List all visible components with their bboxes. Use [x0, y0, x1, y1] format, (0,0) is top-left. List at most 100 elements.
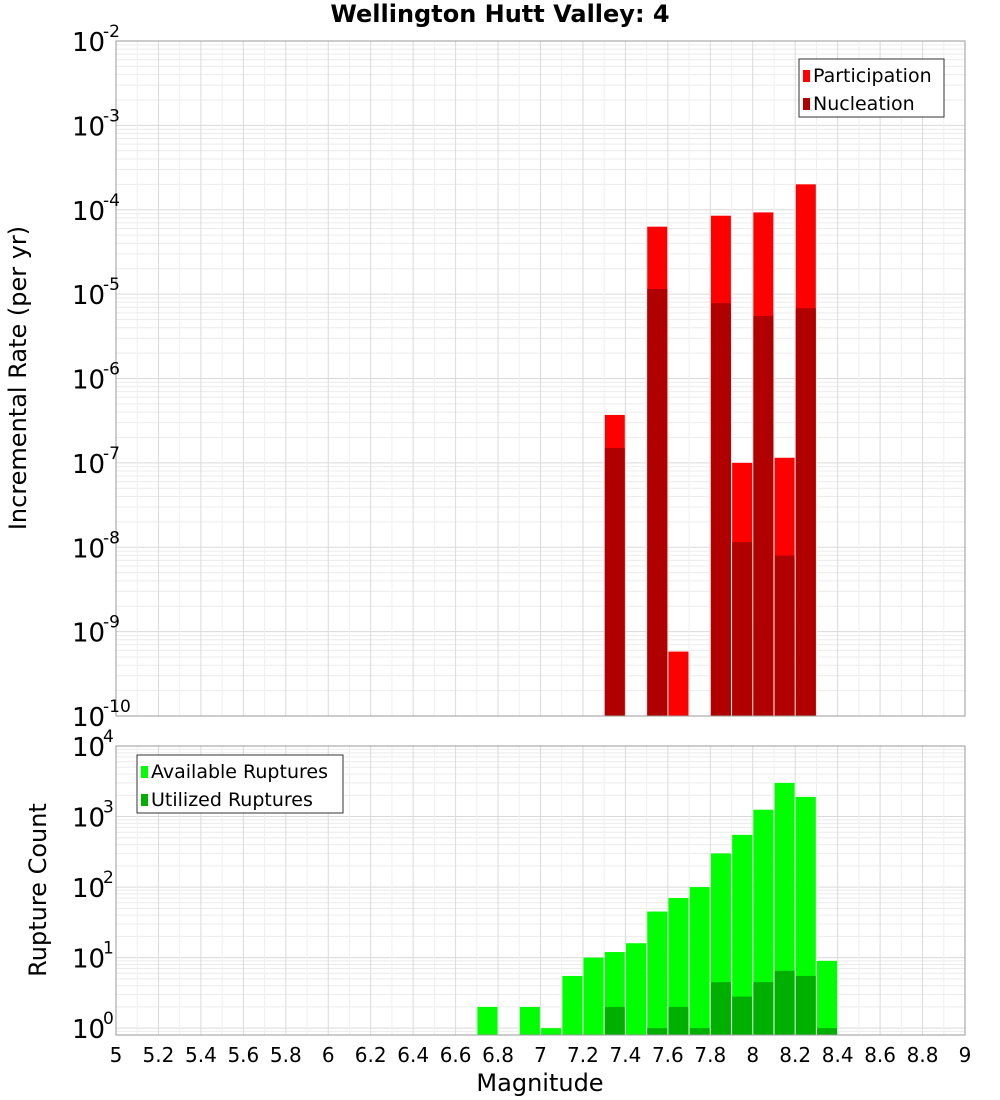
x-tick-label: 7	[534, 1043, 547, 1067]
x-tick-label: 6.2	[355, 1043, 387, 1067]
y-tick-exponent: -5	[103, 275, 120, 295]
bottom-y-tick-label: 103	[72, 798, 114, 834]
count-bar-available-ruptures	[817, 960, 838, 1035]
bottom-legend-entry: Available Ruptures	[151, 761, 328, 783]
x-tick-label: 5.2	[143, 1043, 175, 1067]
bottom-plot-border	[115, 745, 966, 1036]
y-tick-base: 10	[72, 1015, 105, 1045]
bottom-legend-swatch	[141, 766, 148, 778]
count-bar-utilized-ruptures	[817, 1028, 838, 1035]
top-y-axis-label: Incremental Rate (per yr)	[4, 226, 32, 530]
y-tick-base: 10	[72, 534, 105, 564]
x-tick-label: 7.2	[567, 1043, 599, 1067]
x-tick-label: 7.4	[609, 1043, 641, 1067]
bottom-legend-swatch	[141, 794, 148, 806]
x-tick-label: 7.8	[694, 1043, 726, 1067]
y-tick-base: 10	[72, 112, 105, 142]
top-legend-entry: Nucleation	[813, 93, 915, 115]
y-tick-exponent: -2	[103, 22, 120, 42]
y-tick-base: 10	[72, 28, 105, 58]
count-bar-utilized-ruptures	[795, 975, 816, 1035]
y-tick-exponent: -6	[103, 360, 120, 380]
x-tick-label: 9	[959, 1043, 972, 1067]
count-bar-available-ruptures	[732, 834, 753, 1035]
x-tick-label: 8.2	[779, 1043, 811, 1067]
bottom-y-tick-label: 104	[72, 727, 114, 763]
rate-bar-nucleation	[774, 555, 795, 716]
top-legend-entry: Participation	[813, 65, 932, 87]
top-y-tick-label: 10-2	[72, 22, 120, 58]
x-tick-label: 6	[322, 1043, 335, 1067]
count-bar-available-ruptures	[647, 911, 668, 1035]
bottom-y-tick-label: 101	[72, 939, 114, 975]
rate-bar-nucleation	[795, 308, 816, 716]
count-bar-available-ruptures	[626, 943, 647, 1035]
y-tick-base: 10	[72, 945, 105, 975]
chart-title: Wellington Hutt Valley: 4	[330, 0, 669, 28]
y-tick-exponent: 3	[103, 798, 114, 818]
y-tick-exponent: 1	[103, 939, 114, 959]
rate-bar-nucleation	[604, 448, 625, 716]
count-bar-utilized-ruptures	[689, 1028, 710, 1035]
y-tick-base: 10	[72, 874, 105, 904]
top-plot-border	[115, 40, 966, 717]
top-y-tick-label: 10-9	[72, 613, 120, 649]
x-tick-label: 8.4	[822, 1043, 854, 1067]
count-bar-available-ruptures	[668, 898, 689, 1035]
count-bar-utilized-ruptures	[753, 982, 774, 1035]
top-y-tick-label: 10-7	[72, 444, 120, 480]
rate-bar-nucleation	[647, 289, 668, 716]
y-tick-base: 10	[72, 281, 105, 311]
top-legend-swatch	[803, 98, 810, 110]
x-tick-label: 8.8	[907, 1043, 939, 1067]
top-legend: Participation Nucleation	[798, 58, 945, 118]
y-tick-base: 10	[72, 804, 105, 834]
x-tick-label: 5.8	[270, 1043, 302, 1067]
top-legend-box	[798, 58, 945, 118]
x-tick-label: 5.4	[185, 1043, 217, 1067]
count-bar-available-ruptures	[689, 887, 710, 1035]
y-tick-exponent: -3	[103, 106, 120, 126]
bottom-legend-entry: Utilized Ruptures	[151, 789, 313, 811]
y-tick-exponent: -8	[103, 528, 120, 548]
y-tick-exponent: -7	[103, 444, 120, 464]
top-y-tick-label: 10-4	[72, 191, 120, 227]
x-tick-label: 7.6	[652, 1043, 684, 1067]
y-tick-base: 10	[72, 619, 105, 649]
top-y-tick-label: 10-10	[72, 697, 131, 733]
top-legend-swatch	[803, 70, 810, 82]
y-tick-base: 10	[72, 366, 105, 396]
count-bar-available-ruptures	[562, 975, 583, 1035]
top-y-tick-label: 10-5	[72, 275, 120, 311]
count-bar-utilized-ruptures	[774, 970, 795, 1035]
bottom-plot-gridlines	[115, 745, 966, 1036]
y-tick-base: 10	[72, 733, 105, 763]
x-tick-label: 5.6	[227, 1043, 259, 1067]
count-bar-available-ruptures	[795, 796, 816, 1035]
count-bar-available-ruptures	[541, 1028, 562, 1035]
x-tick-label: 6.8	[482, 1043, 514, 1067]
x-tick-label: 6.6	[440, 1043, 472, 1067]
count-bar-available-ruptures	[753, 809, 774, 1035]
top-plot-gridlines	[115, 40, 966, 717]
top-y-tick-label: 10-3	[72, 106, 120, 142]
bottom-legend-box	[136, 754, 344, 814]
count-bar-utilized-ruptures	[732, 996, 753, 1035]
bottom-y-axis-label: Rupture Count	[24, 803, 52, 977]
count-bar-available-ruptures	[477, 1006, 498, 1035]
count-bar-available-ruptures	[519, 1006, 540, 1035]
x-tick-label: 5	[110, 1043, 123, 1067]
rate-bar-nucleation	[732, 542, 753, 716]
y-tick-exponent: 2	[103, 868, 114, 888]
y-tick-exponent: -4	[103, 191, 120, 211]
y-tick-base: 10	[72, 197, 105, 227]
top-y-tick-label: 10-8	[72, 528, 120, 564]
bottom-y-tick-label: 102	[72, 868, 114, 904]
y-tick-exponent: -10	[103, 697, 131, 717]
count-bar-available-ruptures	[583, 957, 604, 1035]
count-bar-utilized-ruptures	[668, 1006, 689, 1035]
y-tick-exponent: 0	[103, 1009, 114, 1029]
x-tick-label: 8	[746, 1043, 759, 1067]
x-axis-label: Magnitude	[476, 1069, 603, 1097]
